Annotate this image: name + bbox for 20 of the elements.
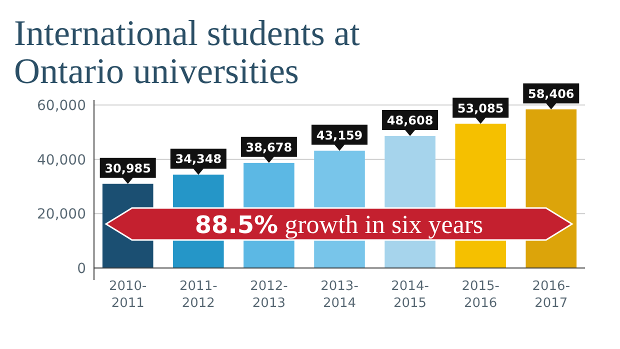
x-tick-label: 2014-2015 [391,279,430,311]
x-tick-label: 2010-2011 [108,279,148,311]
x-tick-label: 2011-2012 [180,279,218,311]
y-tick-label: 40,000 [37,152,86,168]
data-label: 58,406 [528,86,574,101]
data-label: 53,085 [457,101,504,116]
y-tick-label: 20,000 [37,206,86,223]
data-label: 48,608 [386,113,434,128]
annotation: 88.5% growth in six years [194,210,484,239]
x-tick-label: 2015-2016 [462,279,500,311]
x-tick-label: 2016-2017 [532,279,570,311]
x-tick-label: 2013-2014 [320,279,359,311]
chart-title: International students at Ontario universities [14,13,360,91]
y-tick-label: 60,000 [37,98,86,114]
data-label: 38,678 [246,140,292,154]
data-label: 43,159 [316,128,363,142]
data-label: 34,348 [175,152,222,166]
data-label: 30,985 [104,161,152,176]
y-tick-label: 0 [77,261,86,277]
x-tick-label: 2012-2013 [250,279,288,311]
